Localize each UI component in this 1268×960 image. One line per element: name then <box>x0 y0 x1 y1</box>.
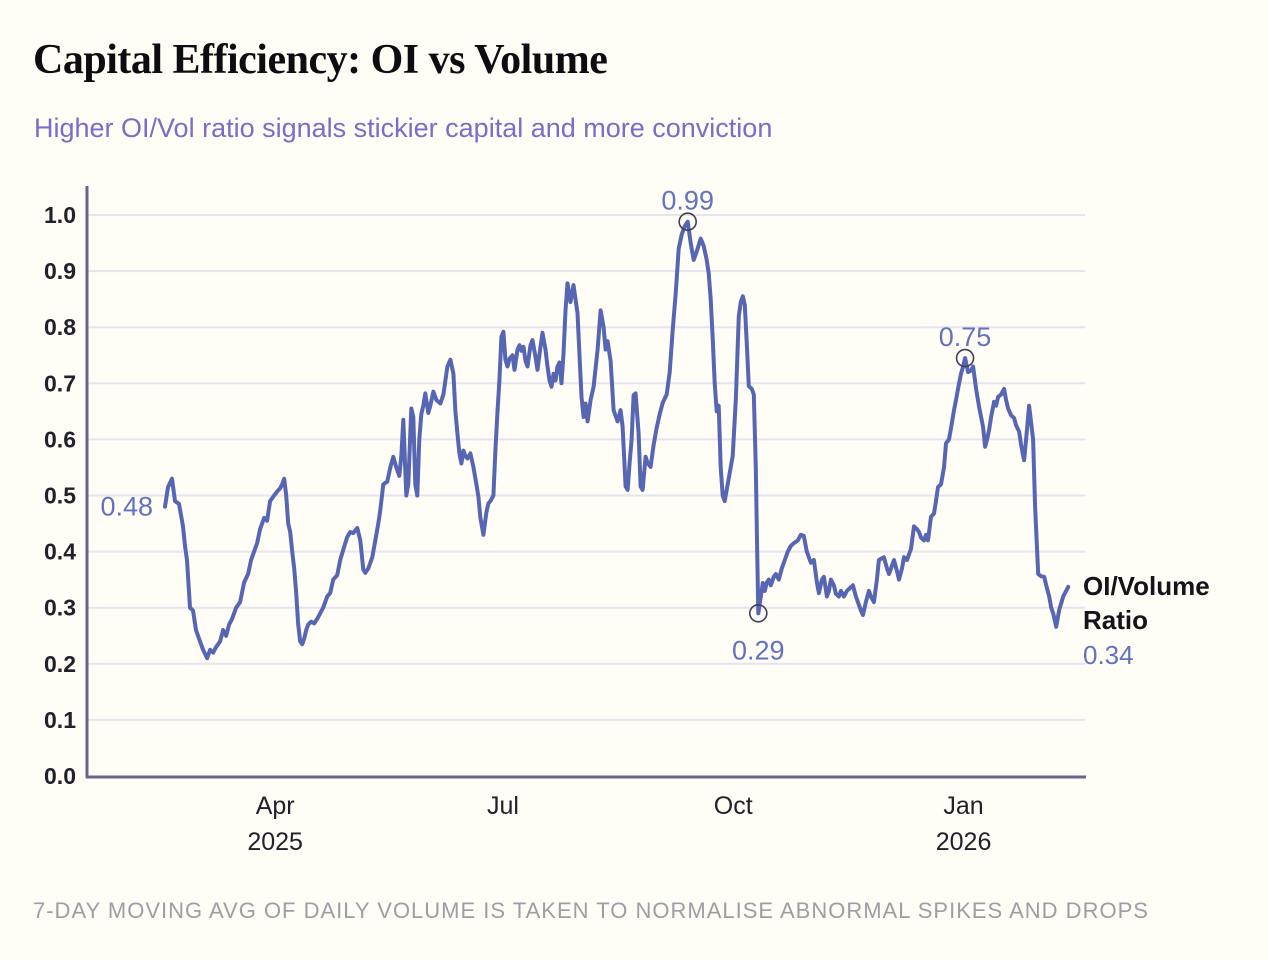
y-tick-label: 1.0 <box>44 202 76 228</box>
footnote: 7-DAY MOVING AVG OF DAILY VOLUME IS TAKE… <box>33 898 1149 923</box>
x-tick-label: Jul <box>487 792 519 820</box>
series-legend: OI/Volume Ratio 0.34 <box>1083 569 1263 671</box>
point-marker <box>955 348 975 368</box>
y-tick-label: 0.9 <box>44 258 76 284</box>
x-tick-year-label: 2026 <box>936 828 992 856</box>
x-tick-label: Oct <box>714 792 753 820</box>
y-tick-label: 0.7 <box>44 370 76 396</box>
y-tick-label: 0.3 <box>44 595 76 621</box>
series-line <box>163 219 1071 661</box>
y-tick-label: 0.5 <box>44 483 76 509</box>
series-name-label: OI/Volume Ratio <box>1083 569 1263 637</box>
y-tick-label: 0.8 <box>44 314 76 340</box>
value-annotation: 0.29 <box>732 635 785 665</box>
x-tick-label: Apr <box>256 792 295 820</box>
y-tick-label: 0.0 <box>44 763 76 789</box>
series-name-line1: OI/Volume <box>1083 571 1210 601</box>
value-annotation: 0.75 <box>939 322 992 352</box>
value-annotation: 0.48 <box>100 492 153 522</box>
x-tick-year-label: 2025 <box>247 828 303 856</box>
x-tick-label: Jan <box>943 792 983 820</box>
value-annotation: 0.99 <box>661 186 714 216</box>
page-title: Capital Efficiency: OI vs Volume <box>33 37 608 83</box>
point-marker <box>748 604 768 623</box>
chart-subtitle: Higher OI/Vol ratio signals stickier cap… <box>34 113 773 143</box>
series-name-line2: Ratio <box>1083 605 1148 635</box>
y-tick-label: 0.1 <box>44 707 76 733</box>
series-last-value: 0.34 <box>1083 640 1134 670</box>
y-tick-label: 0.6 <box>44 426 76 452</box>
point-marker <box>678 212 697 232</box>
y-tick-label: 0.4 <box>44 539 76 565</box>
y-tick-label: 0.2 <box>44 651 76 677</box>
